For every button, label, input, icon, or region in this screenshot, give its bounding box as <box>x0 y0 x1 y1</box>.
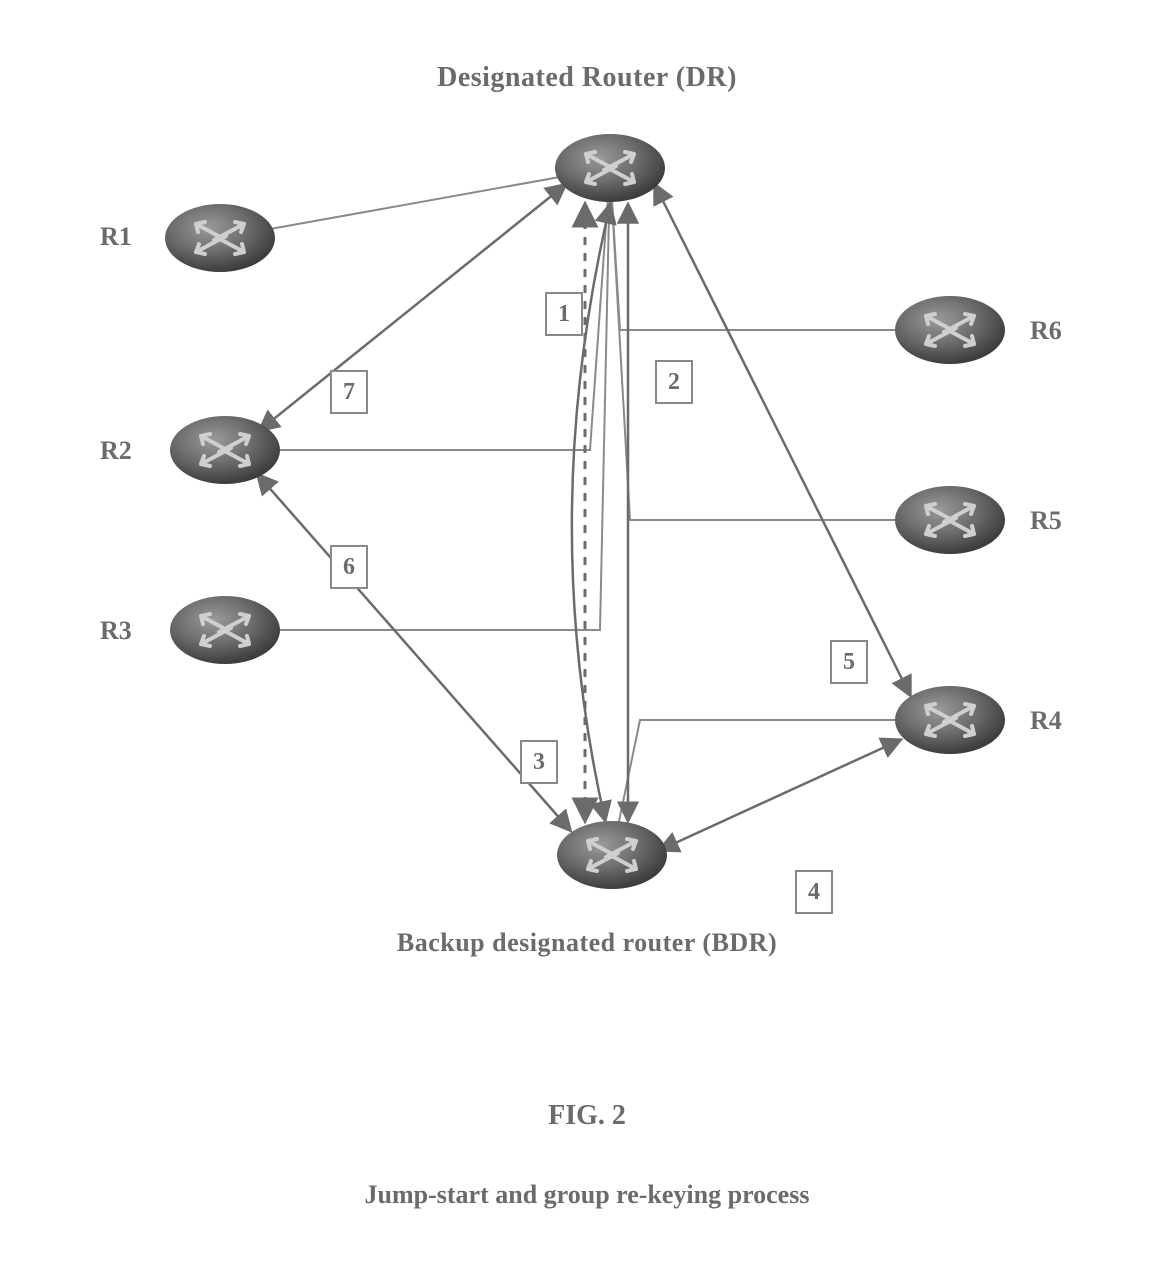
router-bdr <box>557 821 667 889</box>
label-r6: R6 <box>1030 316 1062 346</box>
title-designated-router: Designated Router (DR) <box>0 62 1174 94</box>
edge-plain <box>220 168 610 238</box>
label-r3: R3 <box>100 616 132 646</box>
step-box-5: 5 <box>830 640 868 684</box>
edge-plain <box>610 168 950 520</box>
edge-e4 <box>660 740 900 850</box>
edge-e5 <box>655 185 910 695</box>
figure-number: FIG. 2 <box>0 1100 1174 1132</box>
router-r3 <box>170 596 280 664</box>
router-r2 <box>170 416 280 484</box>
diagram-page: Designated Router (DR) Backup designated… <box>0 0 1174 1288</box>
router-dr <box>555 134 665 202</box>
step-box-3: 3 <box>520 740 558 784</box>
diagram-svg <box>0 0 1174 1288</box>
label-r4: R4 <box>1030 706 1062 736</box>
router-r4 <box>895 686 1005 754</box>
label-r2: R2 <box>100 436 132 466</box>
edge-plain <box>610 168 950 330</box>
router-r6 <box>895 296 1005 364</box>
label-r5: R5 <box>1030 506 1062 536</box>
edge-plain <box>225 168 610 630</box>
label-r1: R1 <box>100 222 132 252</box>
step-box-4: 4 <box>795 870 833 914</box>
step-box-1: 1 <box>545 292 583 336</box>
arrow-edges-group <box>258 185 910 850</box>
step-box-2: 2 <box>655 360 693 404</box>
router-r5 <box>895 486 1005 554</box>
step-box-7: 7 <box>330 370 368 414</box>
figure-caption: Jump-start and group re-keying process <box>0 1180 1174 1210</box>
step-box-6: 6 <box>330 545 368 589</box>
router-r1 <box>165 204 275 272</box>
label-backup-designated-router: Backup designated router (BDR) <box>0 928 1174 958</box>
